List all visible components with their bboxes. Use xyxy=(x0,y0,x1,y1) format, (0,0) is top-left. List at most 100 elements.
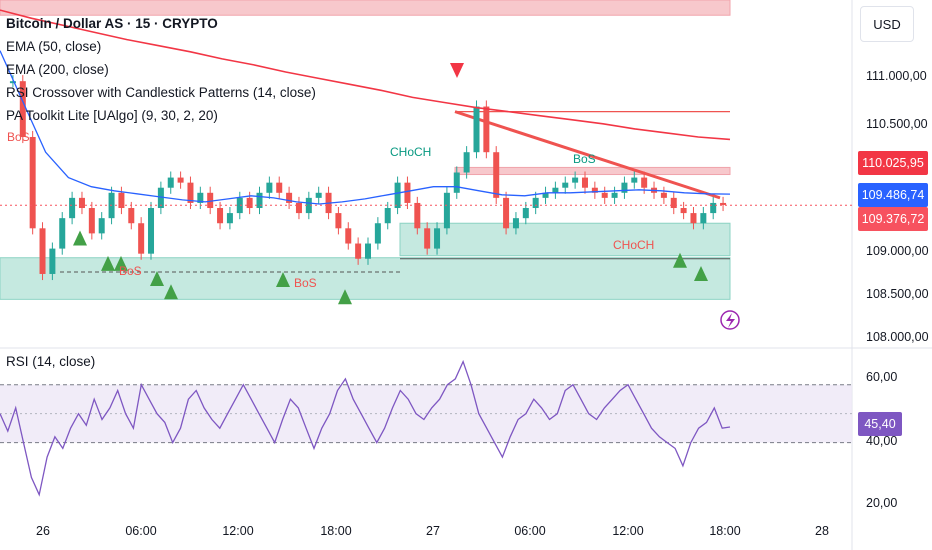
time-label: 18:00 xyxy=(709,524,741,538)
candle-body xyxy=(78,197,85,209)
candle-body xyxy=(720,202,727,205)
time-label: 06:00 xyxy=(514,524,546,538)
price-label: 108.500,00 xyxy=(866,287,929,301)
candle-body xyxy=(187,182,194,203)
currency-button[interactable]: USD xyxy=(860,6,914,42)
candle-body xyxy=(680,208,687,214)
candle-body xyxy=(670,197,677,209)
candle-body xyxy=(434,228,441,249)
candle-body xyxy=(39,228,46,274)
candle-body xyxy=(138,223,145,254)
rsi-line xyxy=(0,359,731,497)
choch-label: CHoCH xyxy=(390,145,432,159)
candle-body xyxy=(700,213,707,224)
candle-body xyxy=(660,192,667,198)
time-label: 26 xyxy=(36,524,50,538)
time-label: 06:00 xyxy=(125,524,157,538)
candle-body xyxy=(493,152,500,198)
candle-body xyxy=(710,202,717,214)
candle-body xyxy=(503,197,510,229)
candle-body xyxy=(424,228,431,249)
demand-zone xyxy=(399,222,731,257)
buy-signal-marker xyxy=(338,289,352,305)
sell-signal-marker xyxy=(450,63,464,79)
price-label: 108.000,00 xyxy=(866,330,929,344)
buy-signal-marker xyxy=(114,255,128,271)
candle-body xyxy=(542,192,549,198)
buy-signal-marker xyxy=(73,230,87,246)
buy-signal-marker xyxy=(150,271,164,287)
candle-body xyxy=(404,182,411,203)
rsi-legend[interactable]: RSI (14, close) xyxy=(6,354,96,369)
supply-zone xyxy=(0,0,731,16)
legend-ema200[interactable]: EMA (200, close) xyxy=(6,62,109,77)
ema200-price-tag: 110.025,95 xyxy=(858,151,928,175)
candle-body xyxy=(532,197,539,209)
legend-ema50[interactable]: EMA (50, close) xyxy=(6,39,102,54)
ema50-line xyxy=(0,50,731,205)
rsi-label: 60,00 xyxy=(866,370,898,384)
bos-label: BoS xyxy=(7,130,30,144)
candle-body xyxy=(355,243,362,259)
last-price-tag: 109.376,72 xyxy=(858,207,928,231)
candle-body xyxy=(256,192,263,209)
candle-body xyxy=(562,182,569,188)
rsi-label: 20,00 xyxy=(866,496,898,510)
candle-body xyxy=(167,177,174,188)
candle-body xyxy=(512,218,519,229)
lightning-icon xyxy=(726,313,735,328)
candle-body xyxy=(19,81,26,137)
candle-body xyxy=(384,208,391,224)
candle-body xyxy=(611,192,618,198)
candle-body xyxy=(443,192,450,229)
candle-body xyxy=(365,243,371,259)
candle-body xyxy=(246,197,253,209)
buy-signal-marker xyxy=(101,255,115,271)
indicator-legend: Bitcoin / Dollar AS · 15 · CRYPTO EMA (5… xyxy=(6,12,316,127)
candle-body xyxy=(641,177,648,188)
time-label: 27 xyxy=(426,524,440,538)
time-label: 18:00 xyxy=(320,524,352,538)
candle-body xyxy=(148,208,155,254)
candle-body xyxy=(295,202,302,214)
candle-body xyxy=(236,197,243,214)
candle-body xyxy=(128,208,135,224)
candle-body xyxy=(59,218,66,249)
lightning-icon xyxy=(720,310,740,330)
candle-body xyxy=(463,152,470,173)
candle-body xyxy=(177,177,184,183)
candle-body xyxy=(601,192,608,198)
candle-body xyxy=(572,177,579,183)
candle-body xyxy=(315,192,322,198)
candle-body xyxy=(286,192,293,203)
buy-signal-marker xyxy=(694,265,708,281)
price-label: 111.000,00 xyxy=(866,69,927,83)
price-label: 109.000,00 xyxy=(866,244,929,258)
candle-body xyxy=(591,187,598,193)
candle-body xyxy=(483,106,490,153)
buy-signal-marker xyxy=(164,284,178,300)
candle-body xyxy=(374,223,381,244)
candle-body xyxy=(49,248,56,274)
candle-body xyxy=(621,182,628,193)
legend-rsi-crossover[interactable]: RSI Crossover with Candlestick Patterns … xyxy=(6,85,316,100)
candle-body xyxy=(522,208,529,219)
candle-body xyxy=(690,213,697,224)
candle-body xyxy=(631,177,638,183)
legend-pa-toolkit[interactable]: PA Toolkit Lite [UAlgo] (9, 30, 2, 20) xyxy=(6,108,218,123)
candle-body xyxy=(305,197,312,214)
candle-body xyxy=(217,208,224,224)
bos-label: BoS xyxy=(294,276,317,290)
candle-body xyxy=(345,228,352,244)
candle-body xyxy=(207,192,214,209)
symbol-title[interactable]: Bitcoin / Dollar AS · 15 · CRYPTO xyxy=(6,16,218,31)
rsi-value-tag: 45,40 xyxy=(858,412,902,436)
bos-label: BoS xyxy=(573,152,596,166)
candle-body xyxy=(9,81,16,84)
trend-line xyxy=(454,110,721,200)
candle-body xyxy=(29,136,36,229)
candle-body xyxy=(335,213,342,229)
bos-label: BoS xyxy=(119,264,142,278)
